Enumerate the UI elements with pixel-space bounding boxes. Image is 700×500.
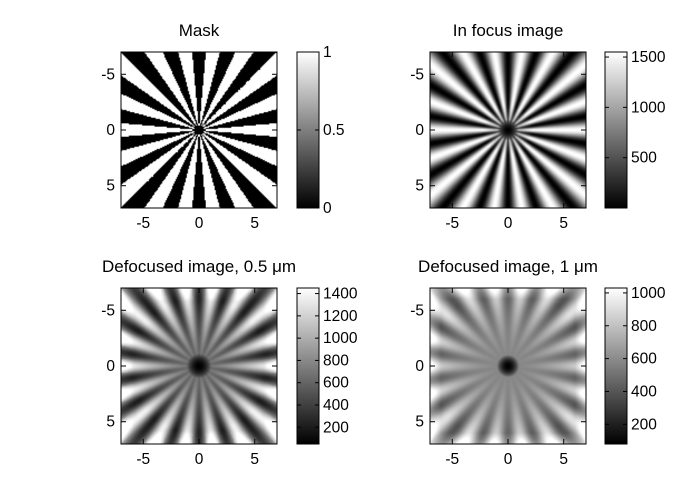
x-tick-label: 0 bbox=[504, 451, 513, 468]
y-tick-label: 5 bbox=[106, 414, 115, 431]
y-tick-label: 5 bbox=[415, 414, 424, 431]
x-tick-label: -5 bbox=[445, 451, 459, 468]
colorbar-tick-label: 200 bbox=[631, 416, 657, 433]
colorbar-tick-label: 400 bbox=[323, 397, 349, 414]
colorbar-frame bbox=[604, 51, 628, 209]
colorbar-tick-label: 500 bbox=[631, 150, 657, 167]
heatmap-image bbox=[121, 288, 277, 444]
subplot-3: Defocused image, 0.5 μm -5 0 5 -5 0 5 200 400 600… bbox=[101, 257, 358, 468]
colorbar-tick-label: 800 bbox=[323, 352, 349, 369]
y-tick-label: -5 bbox=[101, 302, 115, 319]
colorbar-tick-label: 600 bbox=[631, 351, 657, 368]
colorbar-tick-label: 1500 bbox=[631, 49, 666, 66]
y-tick-label: -5 bbox=[410, 66, 424, 83]
colorbar-tick-label: 1 bbox=[323, 44, 332, 61]
subplot-2: In focus image -5 0 5 -5 0 5 500 1000 1500 bbox=[410, 21, 666, 232]
x-tick-label: 5 bbox=[250, 215, 259, 232]
y-tick-label: -5 bbox=[410, 302, 424, 319]
colorbar-tick-label: 400 bbox=[631, 383, 657, 400]
colorbar-tick-label: 0 bbox=[323, 200, 332, 217]
heatmap-image bbox=[430, 52, 586, 208]
subplot-title: In focus image bbox=[453, 21, 564, 40]
colorbar-tick-label: 1400 bbox=[323, 286, 358, 303]
colorbar-frame bbox=[604, 287, 628, 445]
x-tick-label: 5 bbox=[559, 451, 568, 468]
colorbar bbox=[297, 288, 319, 444]
x-tick-label: 0 bbox=[195, 451, 204, 468]
heatmap-image bbox=[430, 288, 586, 444]
y-tick-label: 5 bbox=[106, 178, 115, 195]
colorbar-tick-label: 600 bbox=[323, 375, 349, 392]
colorbar bbox=[297, 52, 319, 208]
x-tick-label: -5 bbox=[136, 451, 150, 468]
x-tick-label: -5 bbox=[136, 215, 150, 232]
x-tick-label: 5 bbox=[559, 215, 568, 232]
y-tick-label: -5 bbox=[101, 66, 115, 83]
y-tick-label: 0 bbox=[415, 122, 424, 139]
colorbar-tick-label: 1000 bbox=[323, 330, 358, 347]
colorbar-tick-label: 1000 bbox=[631, 285, 666, 302]
colorbar-tick-label: 200 bbox=[323, 419, 349, 436]
y-tick-label: 0 bbox=[106, 122, 115, 139]
colorbar-frame bbox=[296, 287, 320, 445]
heatmap-image bbox=[121, 52, 277, 208]
x-tick-label: 0 bbox=[195, 215, 204, 232]
colorbar-tick-label: 800 bbox=[631, 318, 657, 335]
x-tick-label: -5 bbox=[445, 215, 459, 232]
subplot-title: Defocused image, 0.5 μm bbox=[102, 257, 296, 276]
subplot-1: Mask -5 0 5 -5 0 5 0 0.5 1 bbox=[101, 21, 344, 232]
subplot-title: Defocused image, 1 μm bbox=[418, 257, 598, 276]
y-tick-label: 0 bbox=[106, 358, 115, 375]
colorbar bbox=[605, 288, 627, 444]
x-tick-label: 0 bbox=[504, 215, 513, 232]
colorbar bbox=[605, 52, 627, 208]
colorbar-tick-label: 0.5 bbox=[323, 122, 345, 139]
y-tick-label: 5 bbox=[415, 178, 424, 195]
x-tick-label: 5 bbox=[250, 451, 259, 468]
colorbar-tick-label: 1200 bbox=[323, 308, 358, 325]
subplot-4: Defocused image, 1 μm -5 0 5 -5 0 5 200 400 600 80… bbox=[410, 257, 666, 468]
colorbar-tick-label: 1000 bbox=[631, 99, 666, 116]
subplot-title: Mask bbox=[179, 21, 220, 40]
y-tick-label: 0 bbox=[415, 358, 424, 375]
